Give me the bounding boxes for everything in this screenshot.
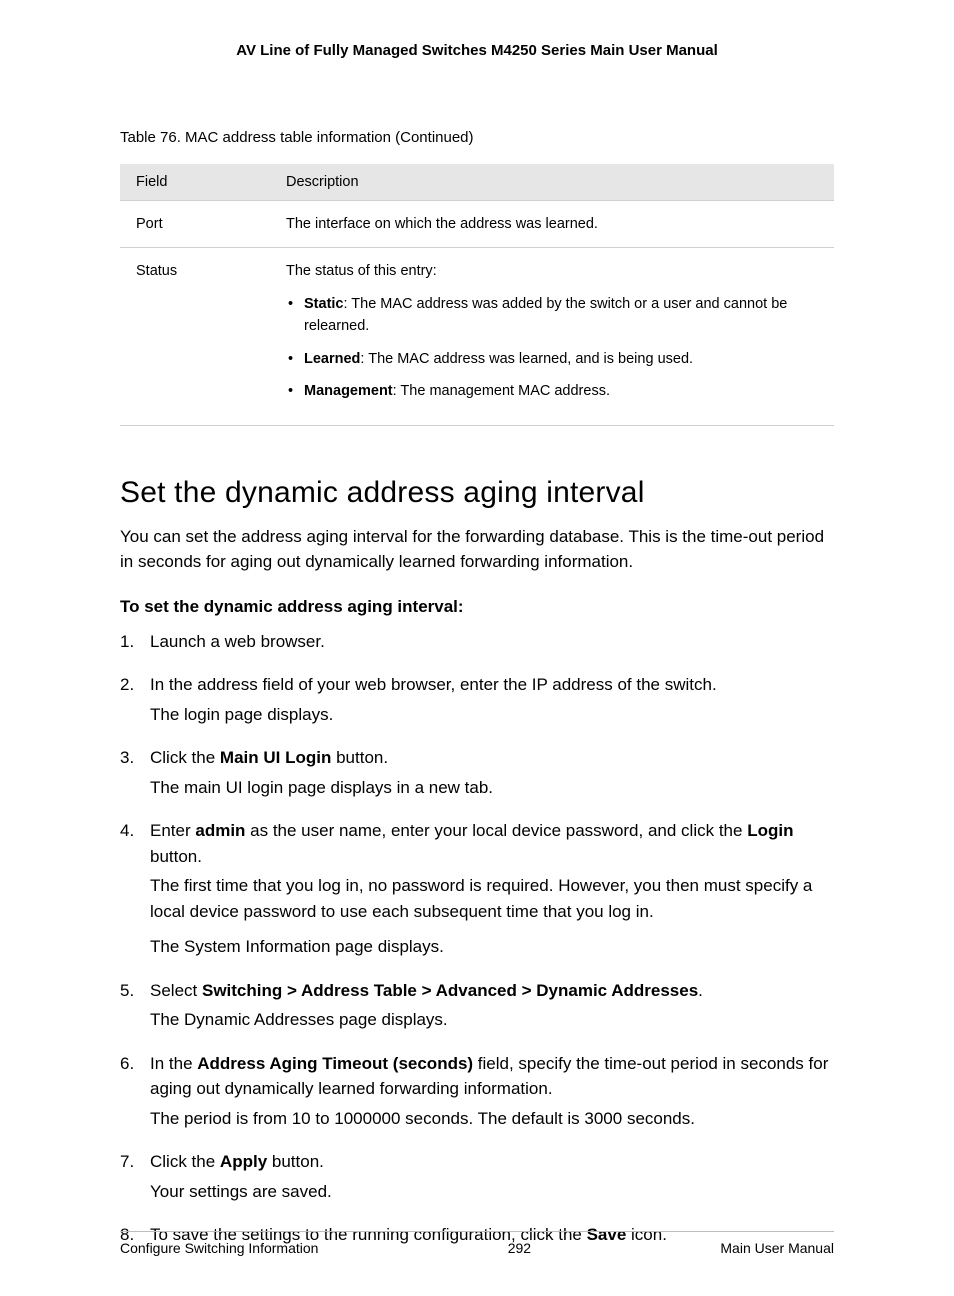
list-item: Management: The management MAC address. [286,380,822,402]
text-run: Select [150,981,202,1000]
list-item: Learned: The MAC address was learned, an… [286,348,822,370]
page-header-title: AV Line of Fully Managed Switches M4250 … [120,42,834,59]
text-run: button. [150,847,202,866]
bold-run: admin [195,821,245,840]
text-run: . [698,981,703,1000]
bold-run: Main UI Login [220,748,331,767]
text-run: button. [267,1152,324,1171]
bold-run: Address Aging Timeout (seconds) [197,1054,473,1073]
text-run: Click the [150,1152,220,1171]
step-subtext: The login page displays. [150,702,834,728]
bullet-rest: : The MAC address was learned, and is be… [360,351,693,367]
footer-left: Configure Switching Information [120,1240,318,1256]
text-run: Click the [150,748,220,767]
step-item: Click the Apply button. Your settings ar… [120,1149,834,1204]
step-item: In the Address Aging Timeout (seconds) f… [120,1051,834,1132]
document-page: AV Line of Fully Managed Switches M4250 … [0,0,954,1296]
bullet-term: Static [304,296,344,312]
cell-field: Port [120,201,270,248]
step-text: In the Address Aging Timeout (seconds) f… [150,1051,834,1102]
step-subtext: The main UI login page displays in a new… [150,775,834,801]
text-run: Enter [150,821,195,840]
step-item: In the address field of your web browser… [120,672,834,727]
text-run: button. [331,748,388,767]
bullet-term: Learned [304,351,360,367]
bullet-rest: : The MAC address was added by the switc… [304,296,787,334]
text-run: In the [150,1054,197,1073]
procedure-steps: Launch a web browser. In the address fie… [120,629,834,1248]
mac-address-table: Field Description Port The interface on … [120,164,834,426]
bullet-rest: : The management MAC address. [393,383,610,399]
footer-page-number: 292 [318,1240,720,1256]
step-subtext: The Dynamic Addresses page displays. [150,1007,834,1033]
table-caption: Table 76. MAC address table information … [120,129,834,146]
table-row: Status The status of this entry: Static:… [120,248,834,425]
step-item: Select Switching > Address Table > Advan… [120,978,834,1033]
cell-description: The status of this entry: Static: The MA… [270,248,834,425]
bullet-term: Management [304,383,393,399]
step-item: Enter admin as the user name, enter your… [120,818,834,960]
text-run: as the user name, enter your local devic… [245,821,747,840]
table-header-description: Description [270,164,834,201]
step-text: Launch a web browser. [150,632,325,651]
cell-description: The interface on which the address was l… [270,201,834,248]
procedure-lead: To set the dynamic address aging interva… [120,597,834,617]
step-subtext: The System Information page displays. [150,934,834,960]
table-header-field: Field [120,164,270,201]
step-subtext: The first time that you log in, no passw… [150,873,834,924]
list-item: Static: The MAC address was added by the… [286,293,822,338]
step-text: Click the Main UI Login button. [150,745,834,771]
step-item: Launch a web browser. [120,629,834,655]
table-row: Port The interface on which the address … [120,201,834,248]
step-text: Select Switching > Address Table > Advan… [150,978,834,1004]
section-heading: Set the dynamic address aging interval [120,476,834,510]
footer-right: Main User Manual [720,1240,834,1256]
step-item: Click the Main UI Login button. The main… [120,745,834,800]
bold-run: Switching > Address Table > Advanced > D… [202,981,698,1000]
status-bullet-list: Static: The MAC address was added by the… [286,293,822,403]
step-text: In the address field of your web browser… [150,672,834,698]
bold-run: Apply [220,1152,267,1171]
step-subtext: The period is from 10 to 1000000 seconds… [150,1106,834,1132]
table-header-row: Field Description [120,164,834,201]
cell-field: Status [120,248,270,425]
step-text: Click the Apply button. [150,1149,834,1175]
status-intro: The status of this entry: [286,263,437,279]
step-subtext: Your settings are saved. [150,1179,834,1205]
section-intro: You can set the address aging interval f… [120,524,834,575]
step-text: Enter admin as the user name, enter your… [150,818,834,869]
bold-run: Login [747,821,793,840]
